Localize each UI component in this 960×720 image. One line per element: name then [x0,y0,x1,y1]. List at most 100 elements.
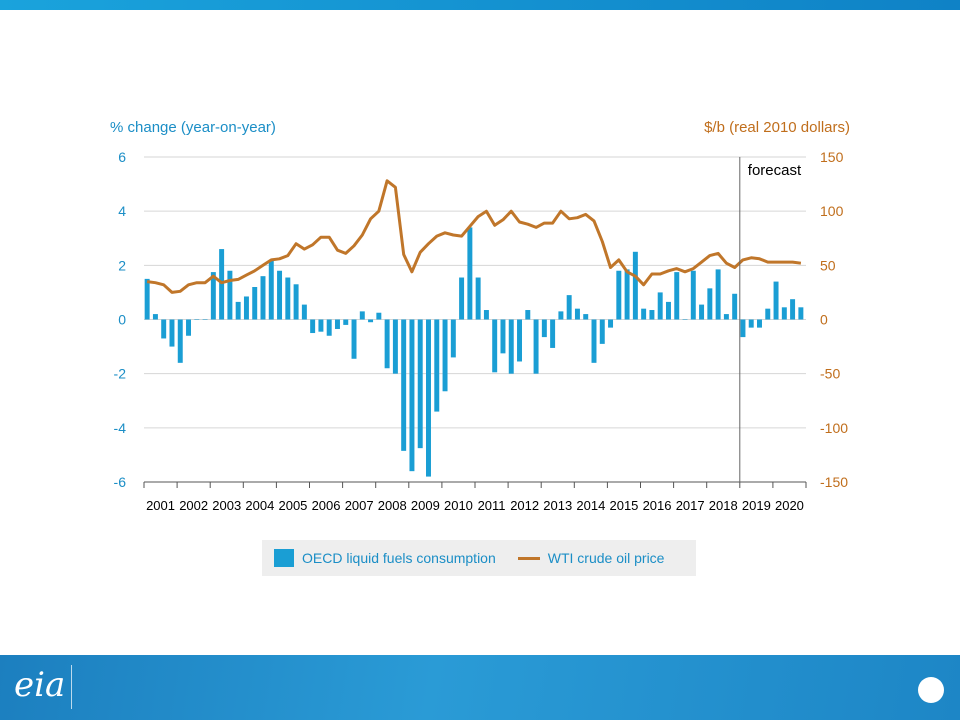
bar [351,319,357,359]
bar [310,319,316,334]
x-tick-label: 2007 [345,498,374,513]
bar [144,278,150,320]
bar [492,319,498,373]
bar [748,319,754,328]
bar [624,269,630,320]
x-tick-label: 2010 [444,498,473,513]
bar [277,270,283,320]
wti-price-line [146,179,802,294]
y-right-tick-label: -150 [820,474,848,490]
bar [409,319,415,472]
bar [459,277,465,320]
x-tick-label: 2003 [212,498,241,513]
bar [682,319,688,320]
x-tick-label: 2001 [146,498,175,513]
logo-divider [71,665,72,709]
bar [169,319,175,347]
bar [773,281,779,320]
bar [334,319,340,329]
bar [426,319,431,477]
bar [475,277,481,320]
bar [450,319,456,358]
bar [740,319,746,338]
bar [765,308,771,320]
bar [417,319,423,449]
y-left-tick-label: 6 [118,149,126,165]
x-tick-label: 2012 [510,498,539,513]
bar [260,276,266,320]
x-tick-label: 2004 [245,498,274,513]
bar [343,319,349,325]
bar [252,287,258,320]
bar [243,296,249,320]
legend-swatch-bar [274,549,294,567]
bar [541,319,547,338]
x-tick-label: 2018 [709,498,738,513]
bar [219,249,225,320]
bar [616,270,622,320]
legend-label-wti: WTI crude oil price [547,550,665,566]
x-tick-label: 2014 [576,498,605,513]
bar [227,270,233,320]
bar [434,319,440,412]
bar [442,319,448,392]
x-tick-label: 2005 [278,498,307,513]
bar [574,308,580,320]
x-tick-label: 2011 [478,498,506,513]
bar [781,307,787,320]
bar [649,310,655,320]
x-tick-label: 2006 [312,498,341,513]
bar [707,288,713,320]
bar [161,319,167,339]
x-tick-label: 2002 [179,498,208,513]
x-tick-label: 2019 [742,498,771,513]
bar [202,319,208,320]
right-axis-title: $/b (real 2010 dollars) [704,119,850,136]
bar [467,227,473,320]
legend-item-wti: WTI crude oil price [508,550,665,566]
y-right-tick-label: -50 [820,366,840,382]
bar [674,272,680,320]
x-tick-label: 2020 [775,498,804,513]
eia-logo: eia [14,665,66,705]
legend-swatch-line [517,556,540,560]
bar [798,307,804,320]
bar [194,319,200,320]
bar [318,319,324,332]
bar [326,319,332,336]
x-tick-label: 2009 [411,498,440,513]
bar [715,269,721,320]
x-tick-label: 2016 [643,498,672,513]
bar [392,319,398,374]
bar [583,314,589,320]
bar [525,310,531,320]
bar [376,312,382,320]
x-tick-label: 2013 [543,498,572,513]
bar [177,319,183,363]
bar [533,319,539,374]
bar [268,259,274,320]
bar [401,319,407,451]
y-left-tick-label: -6 [114,474,127,490]
bar [368,319,374,323]
y-left-tick-label: -4 [114,420,127,436]
bar [690,270,696,320]
x-tick-label: 2017 [676,498,705,513]
bar [301,304,307,320]
forecast-label: forecast [748,162,802,179]
bar [757,319,762,328]
bar [517,319,523,362]
bar [699,304,705,320]
bar [152,314,158,320]
bar [550,319,556,348]
bar [558,311,564,320]
page-indicator-dot [918,677,944,703]
bar [641,308,647,320]
y-left-tick-label: 2 [118,257,126,273]
y-right-tick-label: 150 [820,149,844,165]
y-right-tick-label: 100 [820,203,844,219]
bar [210,272,216,320]
y-left-tick-label: 4 [118,203,126,219]
bar [599,319,605,344]
